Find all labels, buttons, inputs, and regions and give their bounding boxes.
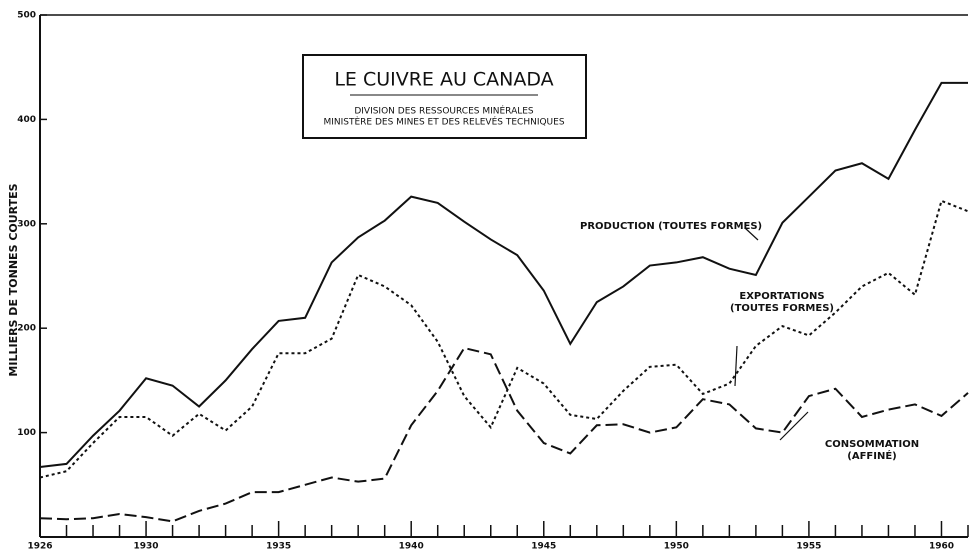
label-pointer <box>744 227 759 241</box>
series-label: CONSOMMATION <box>825 439 919 450</box>
subtitle: MINISTÈRE DES MINES ET DES RELEVÉS TECHN… <box>323 116 564 128</box>
y-tick-label: 200 <box>17 324 36 334</box>
x-tick-label: 1950 <box>664 542 689 551</box>
x-tick-label: 1945 <box>531 542 556 551</box>
y-tick-label: 100 <box>17 428 36 438</box>
label-pointer <box>779 411 809 441</box>
label-pointer <box>734 345 738 387</box>
series-label: EXPORTATIONS <box>739 291 824 302</box>
series-label: PRODUCTION (TOUTES FORMES) <box>580 221 762 232</box>
x-tick-label: 1935 <box>266 542 291 551</box>
line-series <box>39 199 969 479</box>
x-tick-label: 1940 <box>399 542 424 551</box>
series-label: (AFFINÉ) <box>847 449 896 462</box>
series-label: (TOUTES FORMES) <box>730 303 834 314</box>
y-tick-label: 500 <box>17 11 36 21</box>
line-series <box>39 346 969 523</box>
x-tick-label: 1955 <box>796 542 821 551</box>
x-tick-label: 1926 <box>27 542 52 551</box>
y-axis-label: MILLIERS DE TONNES COURTES <box>7 183 20 376</box>
chart-title: LE CUIVRE AU CANADA <box>334 69 553 91</box>
subtitle: DIVISION DES RESSOURCES MINÉRALES <box>354 105 534 117</box>
line-series <box>39 81 968 469</box>
y-tick-label: 300 <box>17 219 36 229</box>
x-tick-label: 1930 <box>134 542 159 551</box>
x-tick-label: 1960 <box>929 542 954 551</box>
y-tick-label: 400 <box>17 115 36 125</box>
title-box <box>302 54 587 139</box>
